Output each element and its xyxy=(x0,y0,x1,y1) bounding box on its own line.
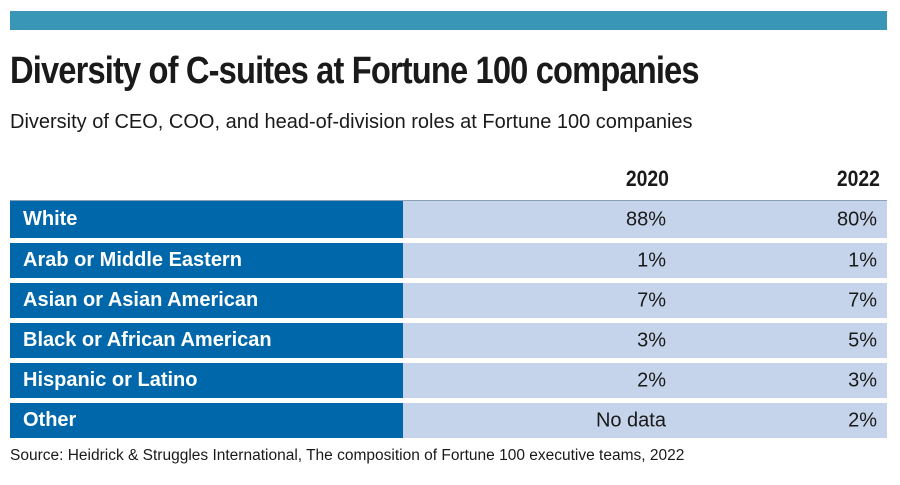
value-2020: No data xyxy=(595,409,666,431)
value-2022: 1% xyxy=(848,249,877,271)
row-values: No data 2% xyxy=(403,403,887,438)
row-label: White xyxy=(10,201,403,238)
row-values: 3% 5% xyxy=(403,323,887,358)
row-label: Other xyxy=(10,403,403,438)
row-values: 2% 3% xyxy=(403,363,887,398)
table-row-asian: Asian or Asian American 7% 7% xyxy=(10,283,887,318)
row-label: Arab or Middle Eastern xyxy=(10,243,403,278)
table-row-white: White 88% 80% xyxy=(10,200,887,238)
value-2020: 88% xyxy=(625,208,666,230)
value-2022: 7% xyxy=(848,289,877,311)
row-values: 88% 80% xyxy=(403,201,887,238)
column-header-2020: 2020 xyxy=(625,166,669,191)
row-values: 1% 1% xyxy=(403,243,887,278)
value-2022: 2% xyxy=(848,409,877,431)
value-2020: 2% xyxy=(637,369,666,391)
value-2020: 3% xyxy=(637,329,666,351)
row-label: Black or African American xyxy=(10,323,403,358)
table-row-arab-middle-eastern: Arab or Middle Eastern 1% 1% xyxy=(10,243,887,278)
table-row-other: Other No data 2% xyxy=(10,403,887,438)
top-accent-bar xyxy=(10,11,887,30)
value-2020: 7% xyxy=(637,289,666,311)
value-2022: 80% xyxy=(836,208,877,230)
chart-subtitle: Diversity of CEO, COO, and head-of-divis… xyxy=(10,111,693,133)
source-note: Source: Heidrick & Struggles Internation… xyxy=(10,447,685,464)
data-table: White 88% 80% Arab or Middle Eastern 1% … xyxy=(10,200,887,443)
table-row-black: Black or African American 3% 5% xyxy=(10,323,887,358)
row-label: Asian or Asian American xyxy=(10,283,403,318)
value-2020: 1% xyxy=(637,249,666,271)
value-2022: 5% xyxy=(848,329,877,351)
table-row-hispanic: Hispanic or Latino 2% 3% xyxy=(10,363,887,398)
value-2022: 3% xyxy=(848,369,877,391)
column-header-2022: 2022 xyxy=(836,166,880,191)
chart-title: Diversity of C-suites at Fortune 100 com… xyxy=(10,50,700,92)
row-values: 7% 7% xyxy=(403,283,887,318)
row-label: Hispanic or Latino xyxy=(10,363,403,398)
